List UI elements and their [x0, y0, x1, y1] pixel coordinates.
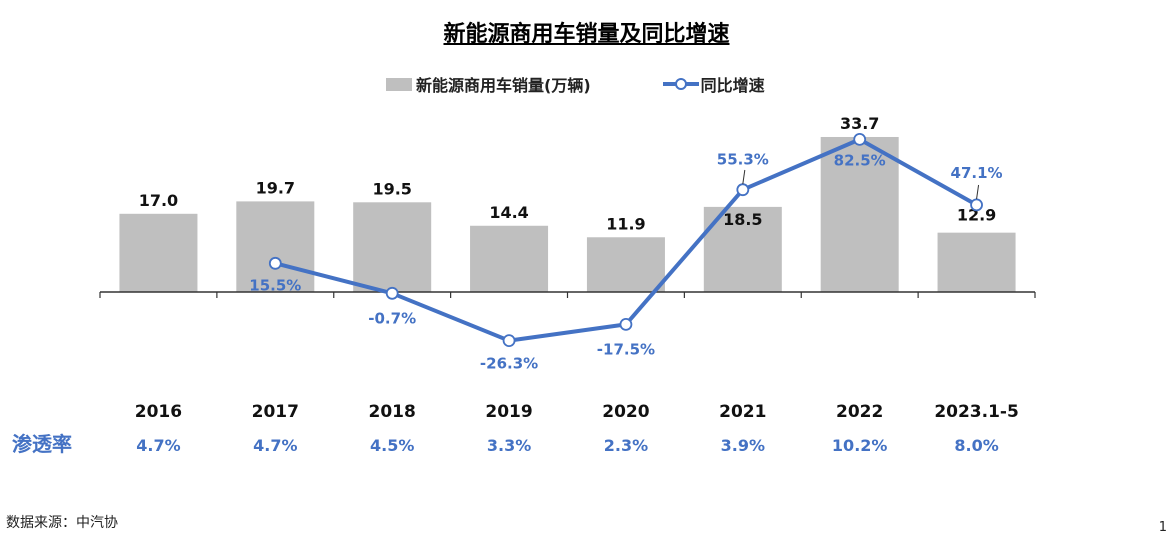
x-tick-label-2019: 2019	[485, 402, 532, 422]
growth-point-2023.1-5	[970, 198, 983, 212]
bar-label-2019: 14.4	[489, 203, 528, 222]
legend-line-swatch	[662, 78, 699, 90]
x-tick-label-2020: 2020	[602, 402, 649, 422]
growth-point-2019	[502, 334, 516, 348]
penetration-2019: 3.3%	[487, 436, 531, 455]
penetration-2016: 4.7%	[136, 436, 180, 455]
data-source: 数据来源：中汽协	[6, 515, 118, 531]
legend-bar-swatch	[386, 77, 412, 91]
x-tick-label-2021: 2021	[719, 402, 766, 422]
bar-2022	[820, 136, 899, 292]
growth-point-2022	[853, 132, 867, 146]
legend-line-label: 同比增速	[700, 76, 765, 95]
growth-point-2017	[268, 256, 282, 270]
penetration-2020: 2.3%	[604, 436, 648, 455]
growth-point-2020	[619, 317, 633, 331]
growth-point-2021	[736, 183, 750, 197]
bar-label-2022: 33.7	[840, 114, 879, 133]
penetration-2018: 4.5%	[370, 436, 414, 455]
chart-title: 新能源商用车销量及同比增速	[443, 22, 730, 47]
bar-2017	[236, 201, 315, 292]
growth-label-2022: 82.5%	[834, 151, 886, 169]
bar-label-2018: 19.5	[372, 179, 411, 198]
leader-2023	[976, 184, 980, 200]
leader-2021	[742, 169, 746, 185]
growth-label-2018: -0.7%	[368, 309, 416, 327]
growth-label-2019: -26.3%	[480, 355, 538, 373]
penetration-2021: 3.9%	[721, 436, 765, 455]
growth-point-2018	[385, 286, 399, 300]
growth-label-2021: 55.3%	[717, 151, 769, 169]
penetration-label: 渗透率	[12, 432, 72, 456]
bar-2020	[586, 237, 665, 292]
bar-2023.1-5	[937, 232, 1016, 292]
legend: 新能源商用车销量(万辆) 同比增速	[386, 74, 765, 95]
bar-2018	[353, 202, 432, 292]
bar-label-2016: 17.0	[139, 191, 178, 210]
growth-label-2023.1-5: 47.1%	[951, 164, 1003, 182]
penetration-2023.1-5: 8.0%	[954, 436, 998, 455]
x-tick-label-2016: 2016	[135, 402, 182, 422]
bar-label-2023.1-5: 12.9	[957, 206, 996, 225]
bar-label-2017: 19.7	[256, 178, 295, 197]
growth-label-2020: -17.5%	[597, 340, 655, 358]
x-tick-label-2023.1-5: 2023.1-5	[934, 402, 1019, 422]
x-tick-label-2022: 2022	[836, 402, 883, 422]
bar-2016	[119, 213, 198, 292]
bar-2019	[470, 225, 549, 292]
bar-label-2020: 11.9	[606, 214, 645, 233]
x-tick-label-2018: 2018	[369, 402, 416, 422]
x-tick-label-2017: 2017	[252, 402, 299, 422]
bar-label-2021: 18.5	[723, 210, 762, 229]
growth-label-2017: 15.5%	[249, 276, 301, 294]
page-number: 1	[1158, 520, 1167, 535]
legend-bar-label: 新能源商用车销量(万辆)	[416, 76, 591, 95]
penetration-2022: 10.2%	[832, 436, 888, 455]
penetration-2017: 4.7%	[253, 436, 297, 455]
